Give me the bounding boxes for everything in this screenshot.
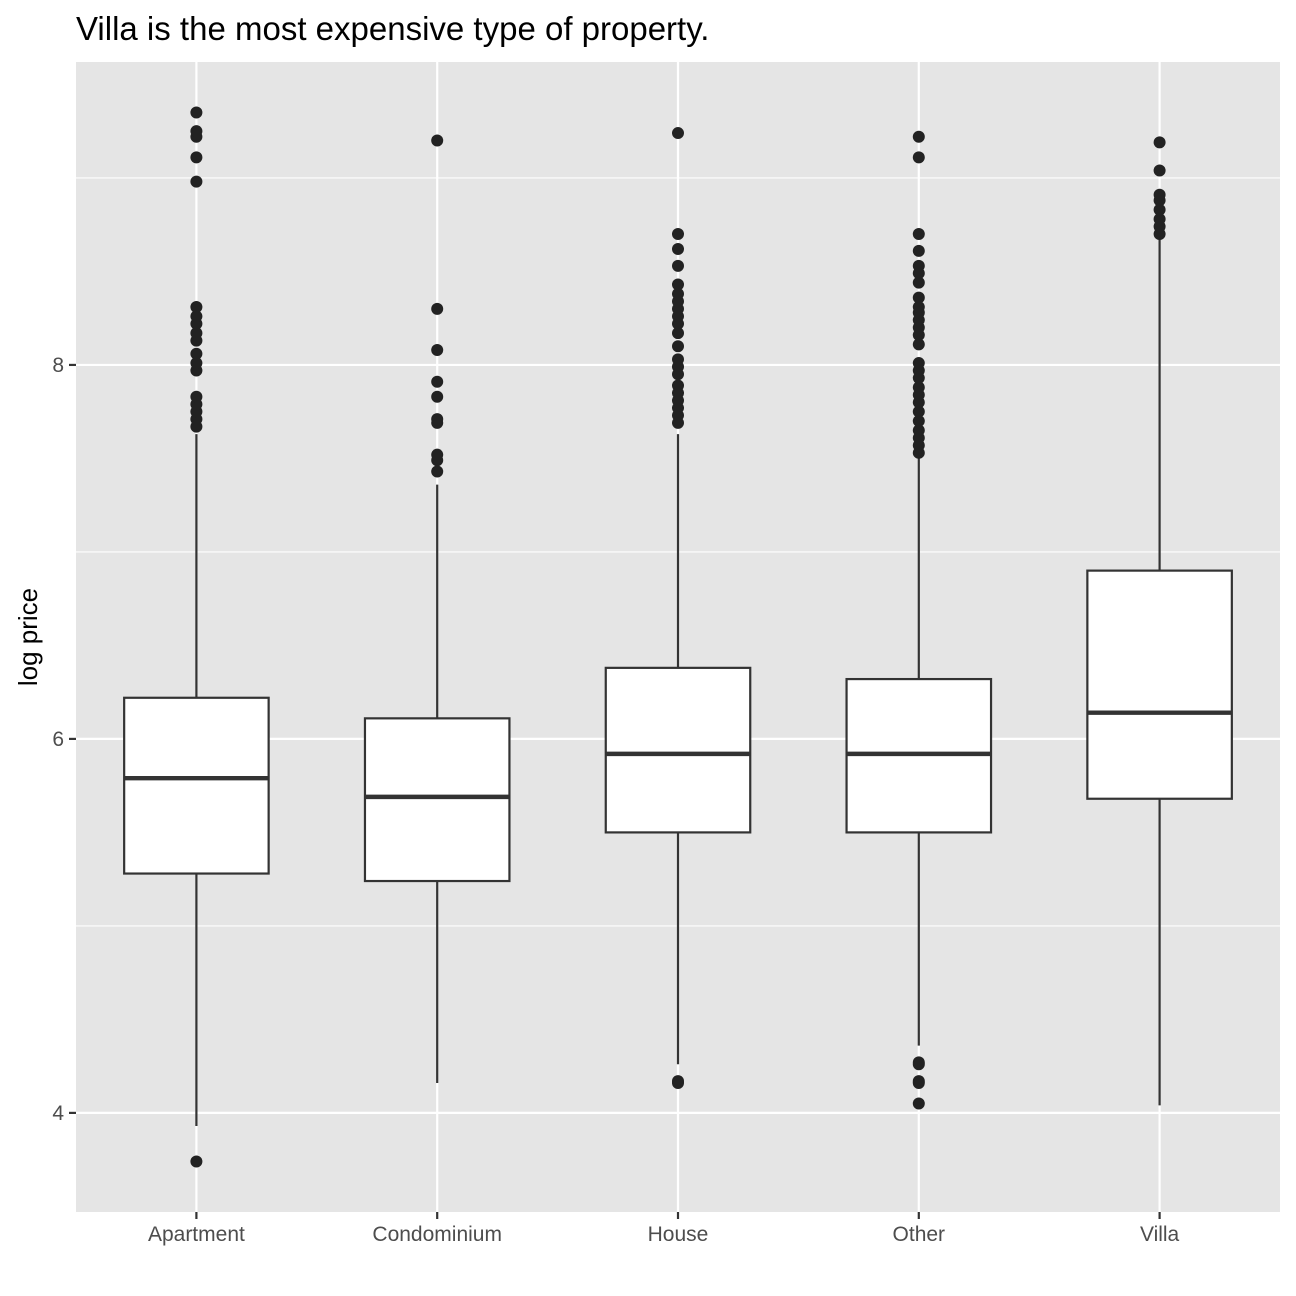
outlier-point bbox=[912, 424, 925, 437]
outlier-point bbox=[190, 1155, 203, 1168]
outlier-point bbox=[190, 300, 203, 313]
box-house bbox=[604, 127, 752, 1089]
outlier-point bbox=[672, 127, 684, 140]
outlier-point bbox=[672, 327, 684, 340]
outlier-point bbox=[672, 379, 684, 392]
outlier-point bbox=[912, 357, 925, 370]
outlier-point bbox=[912, 1075, 925, 1088]
box-iqr bbox=[123, 696, 270, 875]
y-axis-title: log price bbox=[13, 588, 43, 686]
y-axis: 4 6 8 bbox=[52, 354, 76, 1125]
outlier-point bbox=[431, 343, 444, 356]
outlier-point bbox=[912, 1097, 925, 1110]
outlier-point bbox=[431, 413, 444, 426]
box-iqr bbox=[1086, 569, 1233, 800]
x-tick-label: House bbox=[648, 1223, 709, 1246]
outlier-point bbox=[672, 228, 684, 241]
box-other bbox=[845, 130, 993, 1110]
outlier-point bbox=[912, 415, 925, 428]
outlier-point bbox=[190, 390, 203, 403]
chart-title: Villa is the most expensive type of prop… bbox=[76, 10, 709, 47]
y-tick-label: 4 bbox=[52, 1102, 64, 1125]
outlier-point bbox=[912, 130, 925, 143]
y-tick-label: 6 bbox=[52, 728, 64, 751]
outlier-point bbox=[912, 291, 925, 304]
outlier-point bbox=[1153, 203, 1166, 216]
box-villa bbox=[1086, 136, 1233, 1106]
outlier-point bbox=[1153, 213, 1166, 226]
outlier-point bbox=[912, 276, 925, 289]
outlier-point bbox=[912, 381, 925, 394]
outlier-point bbox=[190, 106, 203, 119]
y-tick-label: 8 bbox=[52, 354, 64, 377]
box-apartment bbox=[123, 106, 270, 1168]
outlier-point bbox=[912, 405, 925, 418]
outlier-point bbox=[1153, 188, 1166, 201]
outlier-point bbox=[672, 353, 684, 366]
outlier-point bbox=[1153, 164, 1166, 177]
outlier-point bbox=[190, 357, 203, 370]
outlier-point bbox=[912, 228, 925, 241]
box-condominium bbox=[363, 134, 511, 1083]
outlier-point bbox=[190, 310, 203, 323]
outlier-point bbox=[912, 244, 925, 257]
box-iqr bbox=[604, 666, 752, 834]
box-iqr bbox=[363, 717, 511, 883]
outlier-point bbox=[672, 1075, 684, 1088]
outlier-point bbox=[190, 347, 203, 360]
outlier-point bbox=[190, 327, 203, 340]
outlier-point bbox=[912, 338, 925, 351]
outlier-point bbox=[431, 448, 444, 461]
outlier-point bbox=[912, 259, 925, 272]
boxes-layer bbox=[123, 106, 1233, 1168]
outlier-point bbox=[431, 465, 444, 478]
outlier-point bbox=[190, 175, 203, 188]
x-tick-label: Villa bbox=[1140, 1223, 1180, 1246]
outlier-point bbox=[431, 375, 444, 388]
x-tick-label: Other bbox=[893, 1223, 946, 1246]
outlier-point bbox=[190, 151, 203, 164]
outlier-point bbox=[672, 259, 684, 272]
outlier-point bbox=[431, 390, 444, 403]
outlier-point bbox=[672, 278, 684, 291]
outlier-point bbox=[912, 300, 925, 313]
x-tick-label: Apartment bbox=[148, 1223, 245, 1246]
outlier-point bbox=[190, 125, 203, 138]
outlier-point bbox=[1153, 136, 1166, 149]
outlier-point bbox=[431, 302, 444, 315]
outlier-point bbox=[912, 151, 925, 164]
x-tick-label: Condominium bbox=[372, 1223, 502, 1246]
outlier-point bbox=[672, 340, 684, 353]
outlier-point bbox=[672, 287, 684, 300]
x-axis: Apartment Condominium House Other Villa bbox=[148, 1212, 1180, 1246]
outlier-point bbox=[912, 1056, 925, 1069]
outlier-point bbox=[672, 242, 684, 255]
outlier-point bbox=[431, 134, 444, 147]
